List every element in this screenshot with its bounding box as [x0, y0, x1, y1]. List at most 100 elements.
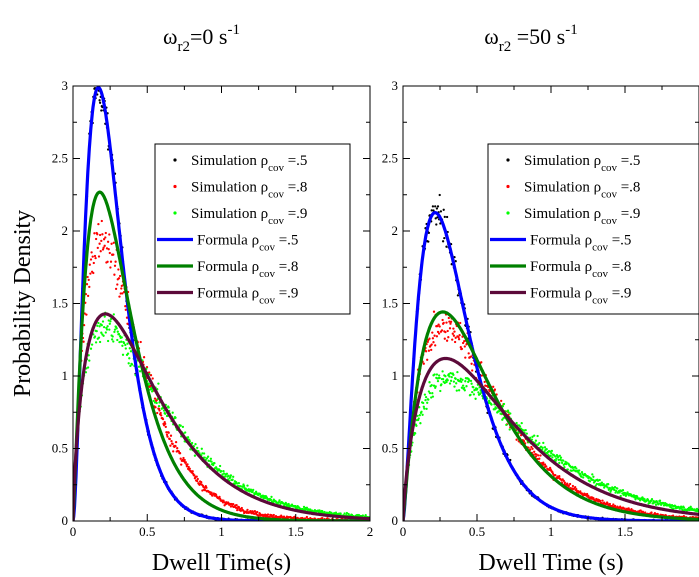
scatter-point [585, 492, 589, 496]
scatter-point [278, 499, 281, 502]
scatter-point [534, 439, 538, 442]
scatter-point [157, 382, 160, 385]
scatter-point [444, 330, 447, 334]
scatter-point [520, 421, 523, 425]
scatter-point [432, 341, 435, 344]
scatter-point [467, 352, 470, 355]
scatter-point [613, 504, 617, 508]
scatter-point [258, 493, 262, 496]
scatter-point [148, 371, 151, 374]
scatter-point [184, 461, 187, 464]
scatter-point [150, 390, 154, 393]
scatter-point [452, 334, 456, 337]
x-tick-label: 1 [548, 524, 555, 539]
scatter-point [480, 374, 483, 377]
scatter-point [120, 340, 123, 343]
scatter-point [463, 345, 466, 348]
scatter-point [440, 329, 444, 332]
scatter-point [86, 366, 90, 369]
scatter-point [432, 310, 436, 313]
scatter-point [419, 422, 422, 425]
scatter-point [174, 444, 177, 448]
y-tick-label: 3 [392, 78, 399, 93]
y-tick-label: 1.5 [382, 296, 398, 311]
scatter-point [180, 463, 183, 466]
scatter-point [658, 499, 662, 502]
scatter-point [443, 215, 446, 219]
scatter-point [242, 484, 246, 488]
scatter-point [633, 494, 637, 498]
scatter-point [472, 393, 476, 396]
scatter-point [164, 422, 167, 426]
scatter-point [461, 384, 465, 387]
scatter-point [545, 465, 548, 468]
legend-name-base: Formula ρ [197, 286, 259, 302]
scatter-point [269, 498, 273, 502]
scatter-point [287, 515, 290, 519]
scatter-point [529, 436, 532, 439]
scatter-point [97, 255, 101, 258]
scatter-point [571, 484, 575, 488]
scatter-point [124, 343, 127, 347]
scatter-point [558, 475, 561, 478]
scatter-point [104, 231, 107, 235]
scatter-point [124, 308, 127, 311]
scatter-point [417, 417, 420, 420]
scatter-point [455, 382, 458, 385]
scatter-point [542, 441, 545, 445]
scatter-point [460, 386, 464, 389]
scatter-point [120, 284, 123, 288]
scatter-point [601, 499, 604, 502]
legend-entry-label: Formula ρcov =.5 [530, 233, 631, 254]
scatter-point [176, 447, 179, 450]
legend-entry-label: Simulation ρcov =.5 [524, 153, 640, 174]
scatter-point [118, 274, 122, 278]
scatter-point [256, 510, 259, 514]
scatter-point [478, 392, 482, 396]
scatter-point [112, 340, 115, 343]
scatter-point [232, 502, 235, 506]
title-subscript: r2 [178, 39, 191, 55]
legend-name-sub: cov [259, 295, 275, 307]
scatter-point [246, 484, 249, 487]
scatter-point [113, 273, 116, 276]
legend-marker [173, 158, 177, 162]
scatter-point [490, 403, 493, 406]
scatter-point [171, 442, 174, 446]
scatter-point [453, 340, 457, 344]
scatter-point [463, 386, 466, 390]
scatter-point [117, 277, 121, 280]
scatter-point [179, 457, 182, 460]
scatter-point [120, 287, 123, 290]
scatter-point [179, 424, 182, 427]
scatter-point [443, 337, 446, 340]
x-tick-label: 1.5 [288, 524, 304, 539]
legend-name-tail: =.9 [608, 286, 631, 302]
scatter-point [548, 450, 552, 453]
scatter-point [448, 320, 451, 323]
scatter-point [95, 65, 97, 67]
scatter-point [89, 258, 93, 261]
scatter-point [454, 260, 457, 263]
scatter-point [235, 504, 238, 507]
scatter-point [460, 347, 464, 351]
y-tick-label: 2.5 [382, 151, 398, 166]
scatter-point [204, 489, 207, 492]
scatter-point [454, 377, 457, 380]
legend-name-tail: =.8 [284, 180, 307, 196]
scatter-point [92, 261, 95, 265]
scatter-point [186, 463, 189, 466]
scatter-point [536, 434, 539, 438]
legend-marker [506, 184, 510, 189]
scatter-point [437, 323, 440, 326]
scatter-point [103, 244, 106, 247]
scatter-point [185, 465, 189, 468]
scatter-point [453, 330, 456, 333]
scatter-point [87, 354, 90, 357]
scatter-point [460, 380, 463, 384]
x-tick-label: 1.5 [617, 524, 633, 539]
scatter-point [345, 511, 349, 515]
scatter-point [237, 506, 241, 509]
scatter-point [621, 489, 625, 492]
